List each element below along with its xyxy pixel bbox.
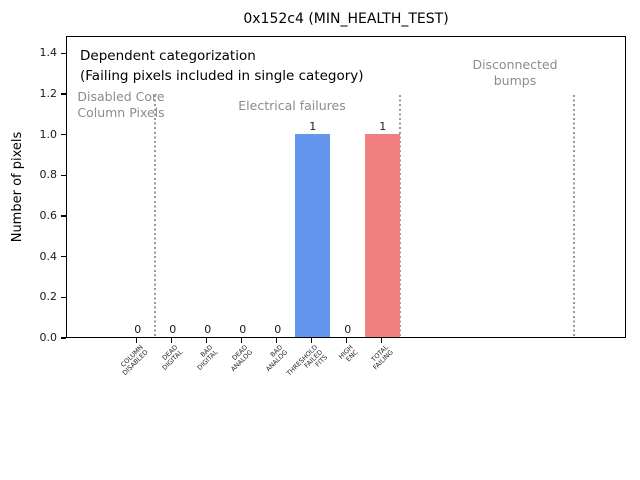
y-tick-mark [61,133,66,136]
x-tick-label-threshold-failed-fits: THRESHOLD FAILED FITS [285,343,330,378]
x-tick-label-bad-digital: BAD DIGITAL [196,343,220,373]
y-tick-label: 0.2 [39,290,58,304]
x-tick-label-high-enc: HIGH ENC [337,343,360,364]
y-tick-label: 0.4 [39,249,58,263]
bar-total-failing [365,133,401,337]
x-tick-mark [275,338,278,343]
y-tick-label: 0.0 [39,331,58,344]
x-tick-label-bad-analog: BAD ANALOG [264,343,290,374]
y-tick-label: 0.6 [39,208,58,222]
y-tick-mark [61,296,66,299]
bar-value-label-bad-digital: 0 [204,323,212,336]
annotation-failing-pixels-note: (Failing pixels included in single categ… [80,68,364,84]
bar-value-label-threshold-failed-fits: 1 [309,119,317,133]
bar-threshold-failed-fits [295,133,331,337]
y-tick-mark [61,215,66,217]
x-tick-mark [310,338,313,343]
category-separator-line [572,94,575,339]
y-tick-label: 1.0 [39,127,58,141]
bar-value-label-dead-analog: 0 [239,323,247,336]
bar-value-label-column-disabled: 0 [134,323,142,336]
x-tick-mark [135,338,138,343]
y-tick-label: 1.4 [39,46,58,60]
x-tick-label-dead-analog: DEAD ANALOG [229,343,255,374]
bar-value-label-bad-analog: 0 [274,323,282,336]
region-label-disconnected-bumps: Disconnected bumps [472,57,558,88]
x-tick-mark [240,338,243,343]
y-tick-label: 0.8 [39,168,58,182]
y-tick-label: 1.2 [39,86,58,100]
chart-title: 0x152c4 (MIN_HEALTH_TEST) [243,11,449,27]
y-tick-mark [61,52,66,55]
x-tick-mark [170,338,173,343]
x-tick-mark [205,338,208,343]
bar-value-label-high-enc: 0 [344,323,352,336]
region-label-disabled-core-column-pixels: Disabled Core Column Pixels [77,89,165,120]
region-label-electrical-failures: Electrical failures [238,98,346,113]
category-separator-line [154,94,157,339]
plot-area: Dependent categorization (Failing pixels… [66,36,626,339]
y-tick-mark [61,174,66,177]
y-tick-mark [61,93,66,95]
x-tick-mark [380,338,383,343]
annotation-dependent-categorization: Dependent categorization [80,48,256,64]
y-tick-mark [61,337,66,339]
y-tick-mark [61,255,66,258]
x-tick-label-dead-digital: DEAD DIGITAL [160,343,185,373]
bar-value-label-dead-digital: 0 [169,323,177,336]
x-tick-mark [345,338,348,343]
category-separator-line [399,94,402,339]
bar-value-label-total-failing: 1 [379,119,387,133]
x-tick-label-total-failing: TOTAL FAILING [369,343,395,372]
x-tick-label-column-disabled: COLUMN DISABLED [119,343,150,378]
